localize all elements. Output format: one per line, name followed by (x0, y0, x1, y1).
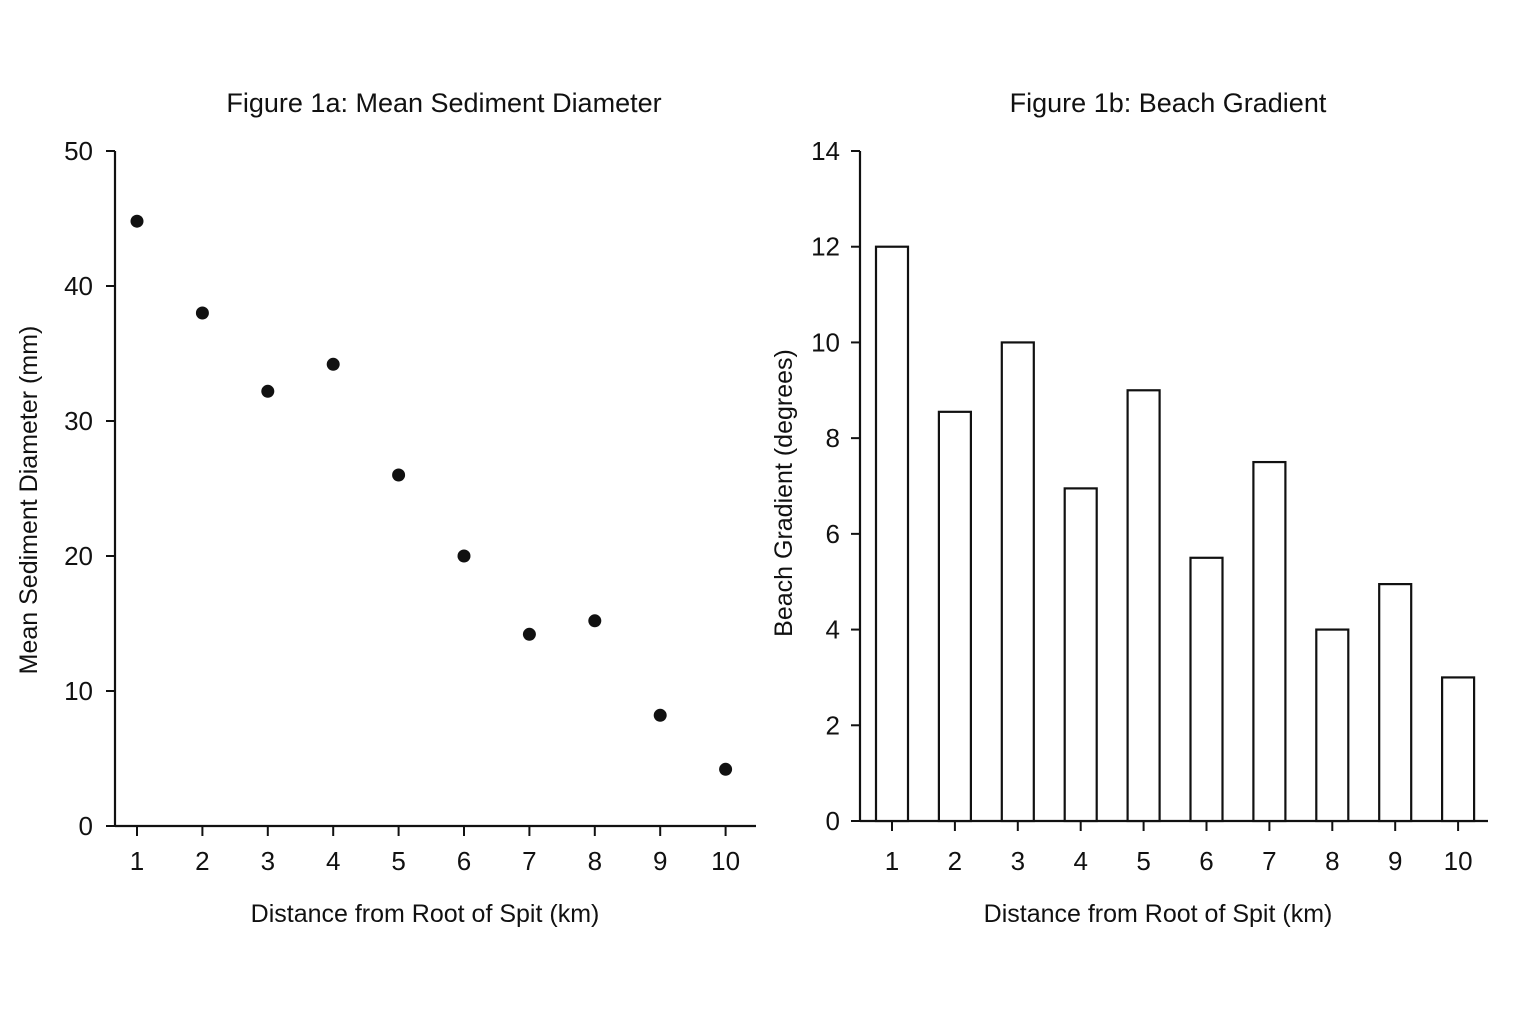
figure-1a-data-point (522, 627, 536, 641)
figure-1b-x-ticks: 1 2 3 4 5 6 7 8 9 10 (885, 821, 1473, 876)
figure-1a-x-tick-label: 3 (261, 846, 275, 876)
figure-1b-y-tick-label: 12 (811, 232, 840, 262)
figure-1a-data-point (392, 468, 406, 482)
figure-1a-y-axis-label: Mean Sediment Diameter (mm) (15, 326, 43, 675)
figure-1a-y-tick-label: 10 (64, 676, 93, 706)
figure-1b-bar (1315, 628, 1350, 823)
figure-1a-x-tick-label: 1 (130, 846, 144, 876)
figure-1a-x-tick-label: 2 (195, 846, 209, 876)
figure-1b-x-tick-label: 2 (948, 846, 962, 876)
figure-1a-y-tick-label: 0 (79, 811, 93, 841)
figure-1b-y-ticks: 0 2 4 6 8 10 12 14 (811, 136, 860, 836)
figure-1b-bar (1000, 341, 1035, 823)
figure-1a-x-tick-label: 5 (391, 846, 405, 876)
figure-1b-y-tick-label: 14 (811, 136, 840, 166)
figure-1b-bar (937, 410, 973, 823)
figure-1a-data-points (130, 214, 733, 776)
figure-1b-bar (1189, 556, 1224, 823)
figure-1b-bar-chart: Figure 1b: Beach Gradient Beach Gradient… (770, 88, 1488, 928)
figure-1b-bar (1440, 676, 1476, 823)
figure-1b-bar (1126, 389, 1161, 823)
figure-1a-x-tick-label: 4 (326, 846, 340, 876)
figure-1b-y-axis-label: Beach Gradient (degrees) (770, 349, 798, 637)
figure-1b-x-tick-label: 4 (1073, 846, 1087, 876)
figure-1a-data-point (653, 708, 667, 722)
figure-1b-y-tick-label: 4 (826, 615, 840, 645)
figure-1a-title: Figure 1a: Mean Sediment Diameter (226, 88, 661, 118)
figure-1a-y-tick-label: 40 (64, 271, 93, 301)
figure-1b-x-tick-label: 3 (1011, 846, 1025, 876)
figure-1b-y-tick-label: 0 (826, 806, 840, 836)
figure-1b-y-tick-label: 8 (826, 423, 840, 453)
figure-1b-y-tick-label: 6 (826, 519, 840, 549)
figure-1b-title: Figure 1b: Beach Gradient (1010, 88, 1327, 118)
figure-1a-x-tick-label: 7 (522, 846, 536, 876)
figure-1a-x-tick-label: 8 (588, 846, 602, 876)
figure-1b-x-tick-label: 5 (1136, 846, 1150, 876)
figure-1a-data-point (195, 306, 209, 320)
figure-1b-x-tick-label: 8 (1325, 846, 1339, 876)
figure-1b-bar (1063, 487, 1098, 823)
figure-1b-y-tick-label: 10 (811, 327, 840, 357)
figure-1b-x-tick-label: 1 (885, 846, 899, 876)
figure-1a-data-point (261, 384, 275, 398)
figure-1b-bars (874, 245, 1476, 823)
figure-1a-x-tick-label: 6 (457, 846, 471, 876)
figure-1b-x-tick-label: 9 (1388, 846, 1402, 876)
figure-1a-x-tick-label: 9 (653, 846, 667, 876)
figure-1b-x-tick-label: 10 (1444, 846, 1473, 876)
figure-1a-y-tick-label: 50 (64, 136, 93, 166)
figure-1a-x-ticks: 1 2 3 4 5 6 7 8 9 10 (130, 826, 740, 876)
figure-1a-x-tick-label: 10 (711, 846, 740, 876)
figure-1b-bar (1252, 460, 1287, 823)
figure-1a-data-point (719, 762, 733, 776)
figure-1a-data-point (130, 214, 144, 228)
figure-1a-scatter-chart: Figure 1a: Mean Sediment Diameter Mean S… (15, 88, 756, 928)
figure-1b-x-tick-label: 6 (1199, 846, 1213, 876)
figure-1b-x-tick-label: 7 (1262, 846, 1276, 876)
figure-1b-y-tick-label: 2 (826, 710, 840, 740)
figure-1b-bar (1378, 583, 1413, 823)
figure-1a-data-point (457, 549, 471, 563)
figure-1a-y-tick-label: 20 (64, 541, 93, 571)
figure-1b-x-axis-label: Distance from Root of Spit (km) (984, 900, 1333, 928)
figure-1a-data-point (588, 614, 602, 628)
figure-1a-y-tick-label: 30 (64, 406, 93, 436)
figure-1b-bar (874, 245, 910, 823)
figure-1a-data-point (326, 357, 340, 371)
figure-1a-x-axis-label: Distance from Root of Spit (km) (251, 900, 600, 928)
figure-1a-y-ticks: 0 10 20 30 40 50 (64, 136, 115, 841)
